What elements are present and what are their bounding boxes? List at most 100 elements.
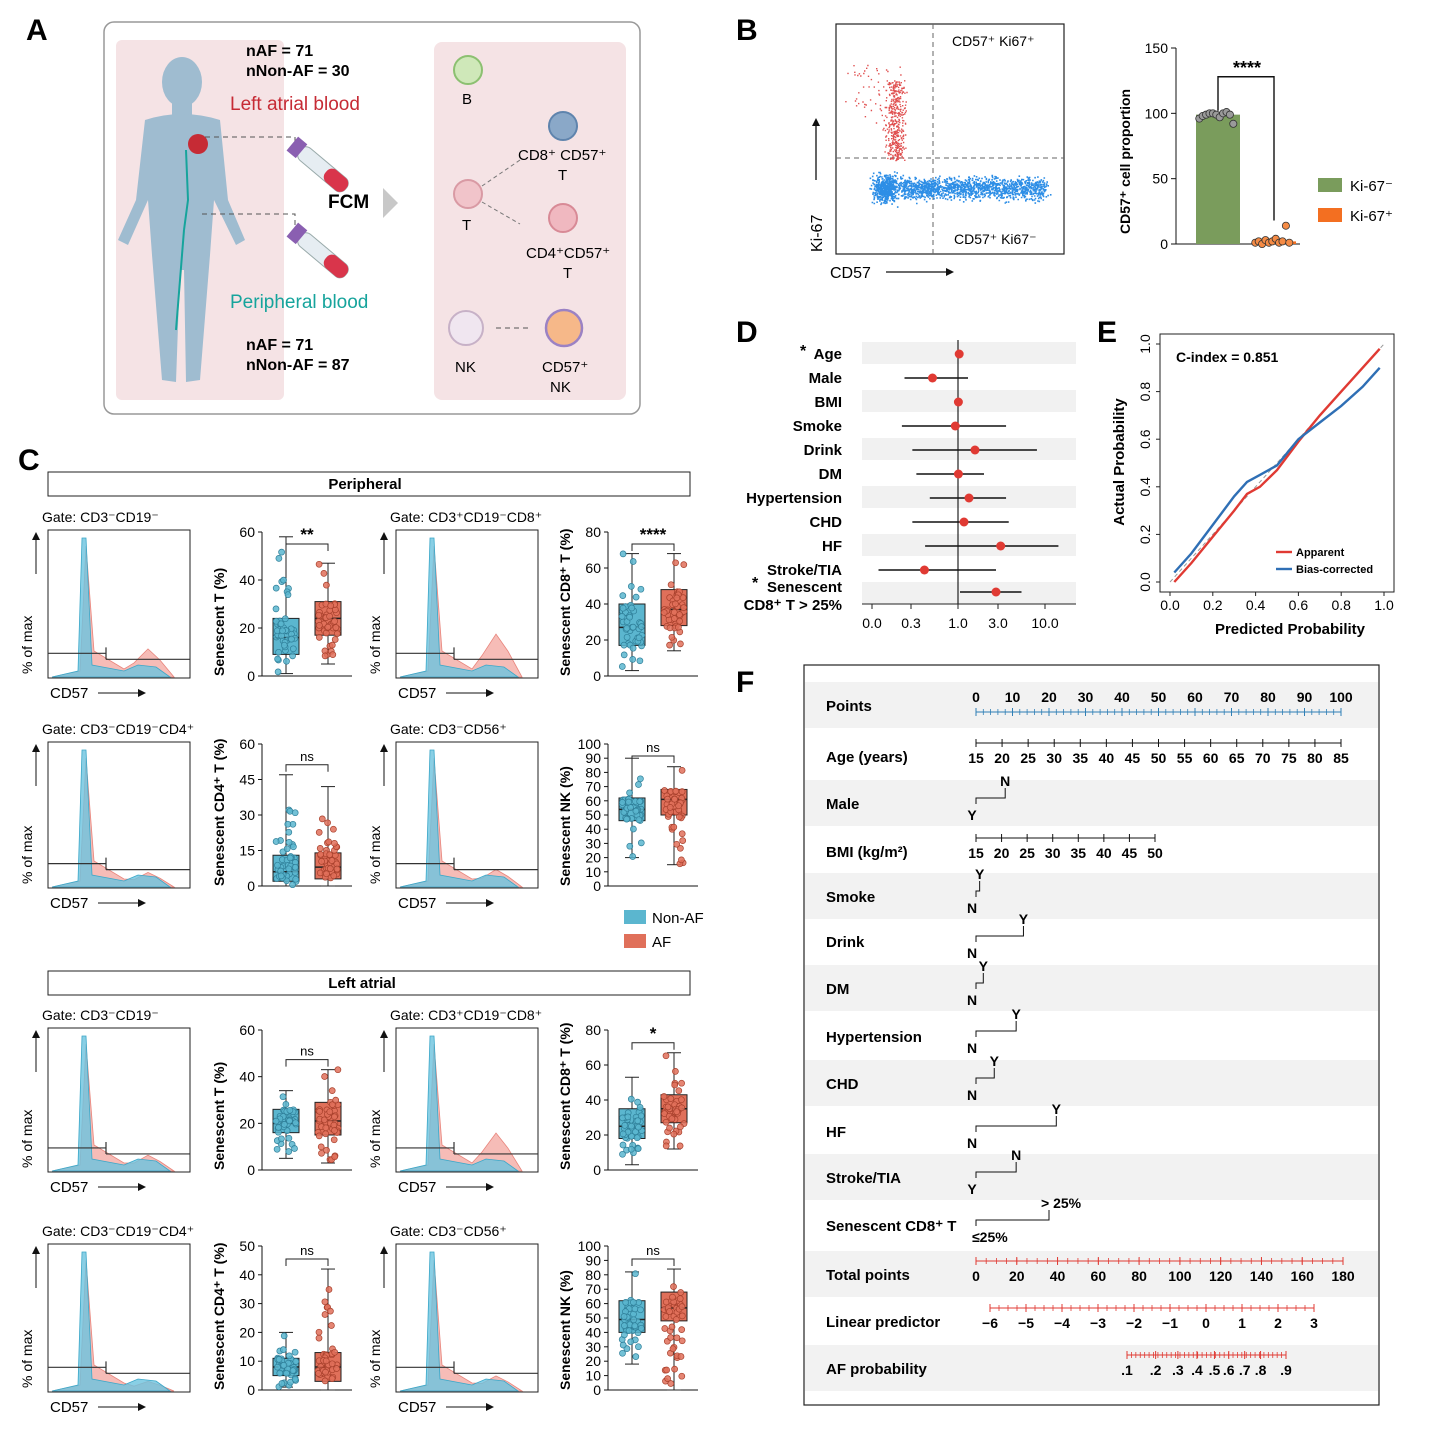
box-y-tick-label: 60 [585, 1296, 601, 1312]
nomogram-tick-label: 40 [1099, 750, 1115, 766]
cd57-label: CD57 [50, 895, 88, 912]
count-nonaf-top: nNon-AF = 30 [246, 63, 350, 80]
nomogram-category-bottom: N [967, 1087, 977, 1103]
nomogram-tick-label: 180 [1331, 1268, 1355, 1284]
box-data-point [634, 1329, 642, 1337]
forest-point [954, 349, 964, 359]
box-data-point [322, 1130, 329, 1138]
box-data-point [661, 1325, 669, 1332]
box-data-point [290, 843, 297, 851]
t-cell-icon [453, 179, 483, 209]
box-data-point [332, 624, 340, 631]
box-data-point [274, 861, 281, 869]
box-data-point [285, 838, 293, 846]
gate-label: Gate: CD3⁺CD19⁻CD8⁺ [390, 1007, 542, 1023]
box-data-point [315, 611, 323, 619]
forest-row-label: CD8⁺ T > 25% [744, 597, 842, 614]
nomogram-tick-label: .2 [1150, 1362, 1162, 1378]
ki67-positive-population [845, 64, 908, 162]
nomogram-tick-label: 45 [1125, 750, 1141, 766]
nomogram-tick-label: 45 [1122, 845, 1138, 861]
nomogram-tick-label: .5 [1209, 1362, 1221, 1378]
box-data-point [673, 840, 681, 848]
box-data-point [283, 1369, 290, 1377]
histogram-nonaf-curve [51, 749, 172, 888]
calib-y-tick-label: 0.0 [1137, 572, 1153, 592]
legend-nonaf: Non-AF [652, 910, 704, 927]
box-data-point [285, 1134, 293, 1142]
histogram-frame [47, 1243, 191, 1393]
box-data-point [632, 1353, 640, 1360]
panel-c: Peripheral Left atrial Gate: CD3⁻CD19⁻ % … [19, 471, 704, 1416]
nomogram-category-line [975, 1162, 1017, 1178]
box-data-point [272, 584, 280, 592]
x-arrowhead-icon [486, 1403, 494, 1411]
nomogram-row-label: Smoke [826, 889, 875, 906]
nomogram-row-band [805, 1154, 1378, 1200]
cd4-cell-icon [548, 203, 578, 233]
nomogram-row-band [805, 1060, 1378, 1106]
box-data-point [322, 1368, 329, 1376]
c-index-label: C-index = 0.851 [1176, 349, 1279, 365]
forest-row-label: HF [822, 538, 842, 555]
gate-marker [396, 647, 538, 660]
gate-label: Gate: CD3⁻CD19⁻CD4⁺ [42, 1223, 194, 1239]
box-data-point [670, 1130, 678, 1138]
box-data-point [332, 1096, 340, 1104]
box-y-tick-label: 90 [585, 1252, 601, 1268]
box-data-point [320, 1116, 328, 1124]
box-data-point [279, 1093, 287, 1101]
box-data-point [272, 605, 280, 613]
forest-point [996, 541, 1006, 551]
box-data-point [680, 604, 688, 611]
count-af-bottom: nAF = 71 [246, 337, 313, 354]
box-data-point [635, 1343, 642, 1351]
box-data-point [619, 1114, 626, 1122]
box-data-point [333, 630, 341, 637]
box-data-point [662, 1298, 670, 1306]
significance-bracket [285, 1258, 329, 1267]
legend-ki67-neg: Ki-67⁻ [1350, 178, 1393, 195]
forest-row-band [862, 342, 1076, 364]
histogram: Gate: CD3⁻CD56⁺ % of max CD57 [367, 721, 539, 912]
box-data-point [621, 1331, 628, 1339]
box-data-point [275, 1356, 283, 1363]
nomogram-row-label: BMI (kg/m²) [826, 844, 908, 861]
box-data-point [316, 1108, 323, 1115]
nomogram-tick-label: 30 [1078, 689, 1094, 705]
nomogram-tick-label: 85 [1333, 750, 1349, 766]
box-y-tick-label: 20 [239, 1115, 255, 1131]
box-data-point [626, 613, 633, 621]
count-af-top: nAF = 71 [246, 43, 313, 60]
forest-x-tick-label: 0.3 [901, 615, 921, 631]
forest-row-label: Hypertension [746, 490, 842, 507]
nomogram-tick-label: 55 [1177, 750, 1193, 766]
box-data-point [662, 1142, 670, 1150]
panel-e-calibration: 0.0 0.2 0.4 0.6 0.8 1.0 0.0 0.2 0.4 0.6 0.8 1.0 C-in… [1111, 333, 1395, 638]
nomogram-category-top: N [1011, 1147, 1021, 1163]
box-data-point [678, 1104, 686, 1112]
box-data-point [667, 581, 675, 589]
box-data-point [322, 1124, 330, 1132]
quadrant-bottom-label: CD57⁺ Ki67⁻ [954, 231, 1036, 247]
box-data-point [330, 1121, 338, 1129]
nomogram-tick-label: 1 [1238, 1315, 1246, 1331]
box-data-point [289, 645, 297, 653]
box-data-point [280, 1121, 288, 1128]
box-data-point [285, 865, 293, 873]
nomogram-tick-label: 100 [1168, 1268, 1192, 1284]
nomogram-category-line [975, 1210, 1050, 1226]
bar-y-tick-label: 0 [1160, 236, 1168, 252]
box-data-point [675, 813, 683, 821]
x-arrowhead-icon [486, 689, 494, 697]
calib-y-tick-label: 0.6 [1137, 429, 1153, 449]
pct-max-label: % of max [367, 826, 383, 884]
box-data-point [321, 1298, 329, 1306]
box-data-point [666, 1308, 673, 1315]
forest-point [927, 373, 937, 383]
box-data-point [320, 570, 328, 577]
box-y-tick-label: 60 [239, 736, 255, 752]
panel-label-c: C [18, 444, 40, 477]
nomogram-tick-label: −4 [1054, 1315, 1070, 1331]
